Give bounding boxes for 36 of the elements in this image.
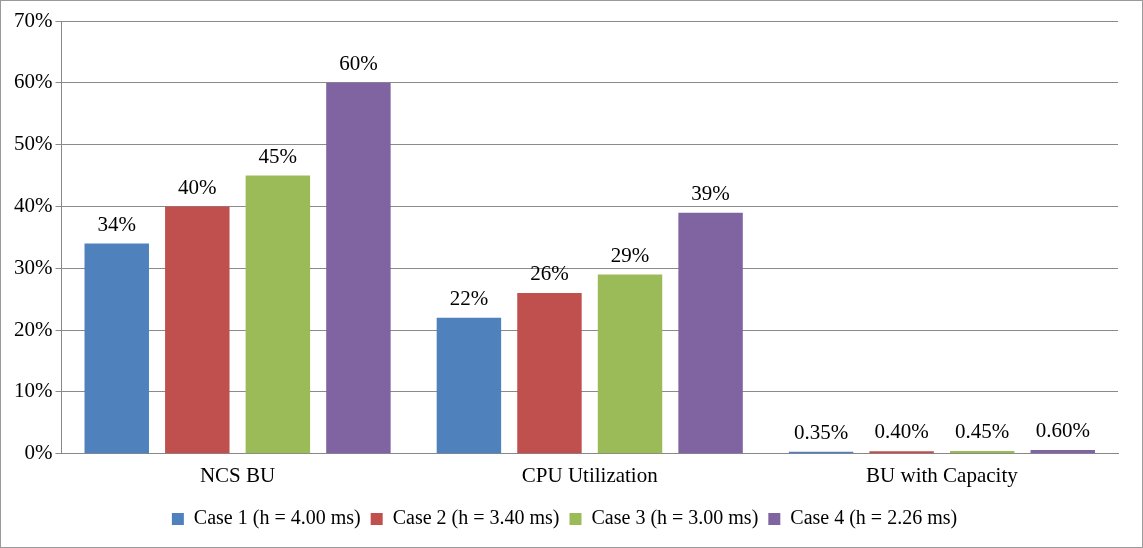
data-label: 26% [530, 261, 569, 286]
y-tick-label: 10% [13, 378, 53, 403]
data-label: 39% [691, 180, 730, 205]
y-tick-label: 30% [13, 254, 53, 279]
bar [84, 243, 149, 454]
y-tick-label: 20% [13, 316, 53, 341]
data-label: 22% [449, 285, 489, 310]
data-label: 60% [339, 50, 378, 75]
data-label: 0.35% [793, 419, 849, 444]
x-tick-label: NCS BU [199, 462, 276, 487]
y-tick-label: 60% [13, 69, 53, 94]
bar [245, 175, 311, 454]
data-label: 0.40% [874, 419, 929, 444]
data-label: 40% [178, 174, 217, 199]
x-tick-label: CPU Utilization [521, 462, 659, 487]
y-tick-label: 50% [13, 131, 53, 156]
bar [326, 82, 391, 454]
bar [436, 317, 502, 454]
legend-label: Case 3 (h = 3.00 ms) [591, 506, 759, 530]
bar [678, 212, 743, 454]
bar [597, 274, 663, 454]
data-label: 34% [97, 211, 136, 236]
data-label: 0.45% [955, 419, 1010, 444]
legend-label: Case 4 (h = 2.26 ms) [790, 506, 958, 530]
bar [1030, 450, 1095, 454]
bar [517, 293, 582, 454]
x-tick-label: BU with Capacity [866, 462, 1019, 487]
data-label: 29% [610, 242, 650, 267]
y-tick-label: 0% [24, 440, 53, 465]
bar [165, 206, 230, 454]
data-label: 45% [258, 143, 298, 168]
y-tick-label: 70% [13, 7, 53, 32]
y-tick-label: 40% [13, 193, 53, 217]
legend-label: Case 2 (h = 3.40 ms) [392, 506, 560, 530]
legend-label: Case 1 (h = 4.00 ms) [193, 506, 361, 530]
data-label: 0.60% [1035, 418, 1090, 443]
